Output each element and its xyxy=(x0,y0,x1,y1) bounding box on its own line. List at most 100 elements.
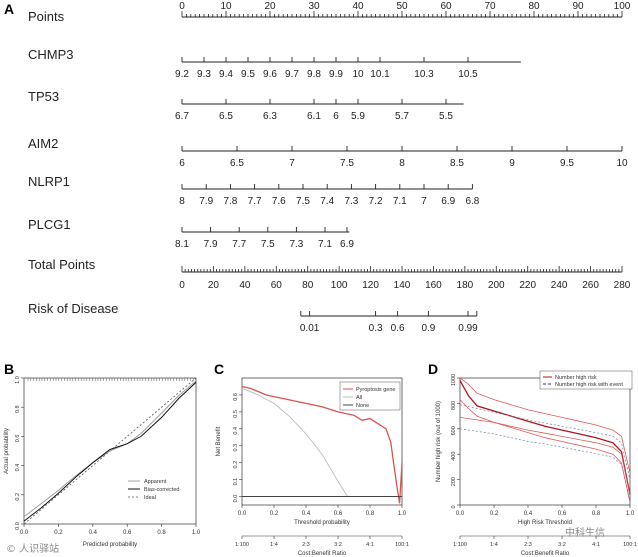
nomogram-tick-label: 9.4 xyxy=(219,69,233,80)
x-tick-label: 0.0 xyxy=(20,530,29,536)
ratio-axis-label: Cost:Benefit Ratio xyxy=(298,551,347,557)
nomogram-tick-label: 6.9 xyxy=(340,239,354,250)
nomogram-tick-label: 7.6 xyxy=(272,196,286,207)
y-tick-label: 1000 xyxy=(451,374,457,386)
legend-label: Ideal xyxy=(144,495,156,501)
y-tick-label: 0.1 xyxy=(233,478,239,486)
y-axis-label: Number high risk (out of 1000) xyxy=(436,401,442,482)
nomogram-tick-label: 9.9 xyxy=(329,69,343,80)
ratio-axis-label: Cost:Benefit Ratio xyxy=(521,551,570,557)
x-axis-label: High Risk Threshold xyxy=(518,520,572,526)
y-tick-label: 0.6 xyxy=(233,393,239,401)
nomogram-tick-label: 100 xyxy=(614,1,631,12)
nomogram-tick-label: 7.1 xyxy=(393,196,407,207)
nomogram-tick-label: 9.3 xyxy=(197,69,211,80)
nomogram-tick-label: 7.2 xyxy=(369,196,383,207)
nomogram-tick-label: 7.3 xyxy=(289,239,303,250)
nomogram-tick-label: 80 xyxy=(302,280,314,291)
plot-frame xyxy=(241,377,403,506)
x-tick-label: 0.0 xyxy=(456,511,465,517)
nomogram-tick-label: 10.1 xyxy=(370,69,390,80)
x-tick-label: 1.0 xyxy=(398,511,407,517)
y-tick-label: 0.4 xyxy=(15,464,21,472)
ratio-tick-label: 2:3 xyxy=(302,542,310,548)
nomogram-tick-label: 6.9 xyxy=(441,196,455,207)
nomogram-tick-label: 7.4 xyxy=(320,196,334,207)
nomogram-tick-label: 70 xyxy=(484,1,496,12)
nomogram-tick-label: 140 xyxy=(394,280,411,291)
nomogram-tick-label: 7.1 xyxy=(318,239,332,250)
nomogram-tick-label: 7.9 xyxy=(199,196,213,207)
series-line-number-high-risk-lower xyxy=(459,399,631,503)
nomogram-tick-label: 6.5 xyxy=(230,158,244,169)
calibration-panel: 0.0 0.2 0.4 0.6 0.8 1.0 0.0 0.2 0.4 0.6 0.8 1.0 Pred… xyxy=(4,376,201,548)
nomogram-row-label: CHMP3 xyxy=(28,47,74,62)
x-tick-label: 0.2 xyxy=(54,530,63,536)
series-line-pyroptosis-gene xyxy=(241,385,403,504)
nomogram-tick-label: 0.99 xyxy=(458,323,478,334)
nomogram-tick-label: 10.3 xyxy=(414,69,434,80)
ratio-tick-label: 100:1 xyxy=(395,542,409,548)
y-tick-label: 0.2 xyxy=(233,461,239,469)
nomogram-tick-label: 0.01 xyxy=(300,323,320,334)
nomogram-tick-label: 7.5 xyxy=(261,239,275,250)
x-tick-label: 0.8 xyxy=(157,530,166,536)
legend-box xyxy=(539,370,633,390)
nomogram-tick-label: 40 xyxy=(352,1,364,12)
series-line-all xyxy=(241,387,348,497)
x-tick-label: 0.4 xyxy=(89,530,98,536)
x-axis-label: Threshold probability xyxy=(294,520,350,526)
legend-label: Number high risk xyxy=(555,375,597,381)
x-tick-label: 0.4 xyxy=(302,511,311,517)
nomogram-row-label: NLRP1 xyxy=(28,174,70,189)
nomogram-tick-label: 5.5 xyxy=(439,111,453,122)
nomogram-row-label: PLCG1 xyxy=(28,217,71,232)
nomogram-tick-label: 7 xyxy=(421,196,427,207)
legend-label: Apparent xyxy=(144,479,167,485)
legend-label: Number high risk with event xyxy=(555,382,623,388)
nomogram-tick-label: 180 xyxy=(457,280,474,291)
nomogram-tick-label: 0.6 xyxy=(391,323,405,334)
legend-label: Bias-corrected xyxy=(144,487,179,493)
x-tick-label: 0.4 xyxy=(524,511,533,517)
nomogram-row-label: AIM2 xyxy=(28,136,58,151)
nomogram-tick-label: 6.7 xyxy=(175,111,189,122)
nomogram-tick-label: 0.9 xyxy=(421,323,435,334)
plot-frame xyxy=(459,377,631,506)
plot-frame xyxy=(23,377,197,525)
nomogram-tick-label: 0 xyxy=(179,280,185,291)
series-line-apparent xyxy=(23,380,197,518)
nomogram-tick-label: 280 xyxy=(614,280,631,291)
nomogram-tick-label: 0 xyxy=(179,1,185,12)
series-line-number-high-risk-upper xyxy=(459,377,631,474)
nomogram-row-label: TP53 xyxy=(28,89,59,104)
x-tick-label: 0.0 xyxy=(238,511,247,517)
nomogram-tick-label: 9.8 xyxy=(307,69,321,80)
nomogram-tick-label: 0.3 xyxy=(369,323,383,334)
y-tick-label: 0.3 xyxy=(233,444,239,452)
series-line-number-high-risk-with-event xyxy=(459,417,631,497)
nomogram-tick-label: 7.5 xyxy=(296,196,310,207)
y-tick-label: 0.8 xyxy=(15,405,21,413)
nomogram-tick-label: 60 xyxy=(440,1,452,12)
nomogram-tick-label: 20 xyxy=(264,1,276,12)
nomogram-tick-label: 30 xyxy=(308,1,320,12)
ratio-tick-label: 4:1 xyxy=(366,542,374,548)
nomogram-tick-label: 6.5 xyxy=(219,111,233,122)
y-tick-label: 0.6 xyxy=(15,435,21,443)
y-axis-label: Actual probability xyxy=(4,428,10,474)
ratio-tick-label: 1:100 xyxy=(235,542,249,548)
nomogram-tick-label: 90 xyxy=(572,1,584,12)
x-axis-label: Predicted probability xyxy=(83,542,137,548)
panel-a-letter: A xyxy=(4,1,14,17)
nomogram-tick-label: 10 xyxy=(352,69,364,80)
nomogram-tick-label: 240 xyxy=(551,280,568,291)
nomogram-tick-label: 8.5 xyxy=(450,158,464,169)
legend-label: Pyroptosis gene xyxy=(356,387,395,393)
nomogram-tick-label: 8 xyxy=(179,196,185,207)
nomogram-tick-label: 9.5 xyxy=(560,158,574,169)
x-tick-label: 0.2 xyxy=(270,511,279,517)
panel-d-letter: D xyxy=(428,361,438,377)
ratio-tick-label: 3:2 xyxy=(334,542,342,548)
